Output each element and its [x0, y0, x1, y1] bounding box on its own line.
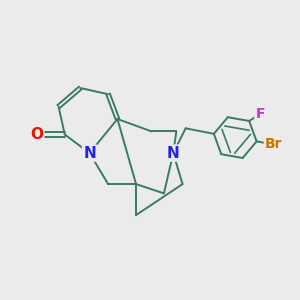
Text: Br: Br: [265, 137, 282, 152]
Text: N: N: [83, 146, 96, 160]
Text: O: O: [30, 127, 44, 142]
Text: F: F: [255, 107, 265, 121]
Text: N: N: [167, 146, 180, 160]
